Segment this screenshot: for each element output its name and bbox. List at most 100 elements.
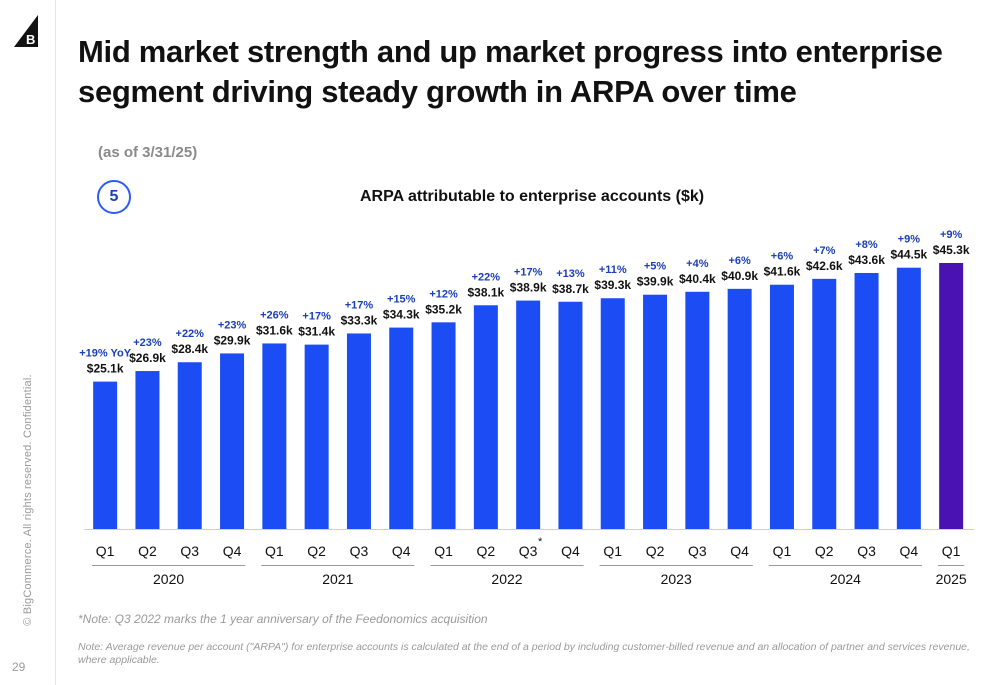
year-label: 2020 xyxy=(153,571,184,587)
asterisk-marker: * xyxy=(538,536,543,548)
data-label: $25.1k xyxy=(87,362,124,376)
bar xyxy=(769,284,794,529)
data-label: $43.6k xyxy=(848,253,885,267)
bigcommerce-logo: B xyxy=(14,15,38,47)
growth-label: +12% xyxy=(429,288,458,300)
growth-label: +9% xyxy=(940,229,963,241)
growth-label: +6% xyxy=(728,255,751,267)
bar xyxy=(262,343,287,529)
x-tick-label: Q3 xyxy=(688,543,707,559)
growth-label: +15% xyxy=(387,294,416,306)
bar xyxy=(600,298,625,529)
bar xyxy=(304,344,329,529)
data-label: $40.4k xyxy=(679,272,716,286)
x-tick-label: Q4 xyxy=(730,543,749,559)
data-label: $26.9k xyxy=(129,351,166,365)
bar xyxy=(135,371,160,529)
data-label: $38.1k xyxy=(467,285,504,299)
bar xyxy=(220,353,245,529)
growth-label: +22% xyxy=(472,271,501,283)
data-label: $38.9k xyxy=(510,281,547,295)
slide-title: Mid market strength and up market progre… xyxy=(78,34,943,109)
x-tick-label: Q4 xyxy=(561,543,580,559)
x-tick-label: Q4 xyxy=(900,543,919,559)
data-label: $39.9k xyxy=(637,275,674,289)
bar xyxy=(685,291,710,529)
data-label: $35.2k xyxy=(425,302,462,316)
growth-label: +6% xyxy=(771,251,794,263)
x-tick-label: Q2 xyxy=(477,543,496,559)
x-tick-label: Q3 xyxy=(857,543,876,559)
growth-label: +23% xyxy=(218,319,247,331)
growth-label: +17% xyxy=(514,267,543,279)
growth-label: +23% xyxy=(133,337,162,349)
x-tick-label: Q1 xyxy=(265,543,284,559)
data-label: $31.4k xyxy=(298,325,335,339)
data-label: $33.3k xyxy=(341,313,378,327)
data-label: $40.9k xyxy=(721,269,758,283)
growth-label: +13% xyxy=(556,268,585,280)
growth-label: +8% xyxy=(855,239,878,251)
x-tick-label: Q3 xyxy=(519,543,538,559)
chart-title: ARPA attributable to enterprise accounts… xyxy=(360,188,705,205)
growth-label: +17% xyxy=(345,299,374,311)
x-tick-label: Q3 xyxy=(350,543,369,559)
bar xyxy=(431,322,456,529)
x-tick-label: Q1 xyxy=(942,543,961,559)
year-label: 2024 xyxy=(830,571,861,587)
x-tick-label: Q2 xyxy=(138,543,157,559)
x-tick-label: Q4 xyxy=(392,543,411,559)
data-label: $28.4k xyxy=(171,342,208,356)
bar xyxy=(177,362,202,529)
x-tick-label: Q1 xyxy=(603,543,622,559)
arpa-bar-chart: $25.1k +19% YoY Q1 $26.9k +23% Q2 $28.4k +22% Q3… xyxy=(79,229,975,587)
growth-label: +7% xyxy=(813,245,836,257)
x-tick-label: Q1 xyxy=(96,543,115,559)
callout-number-badge: 5 xyxy=(97,180,131,214)
data-label: $29.9k xyxy=(214,333,251,347)
x-tick-label: Q1 xyxy=(434,543,453,559)
year-label: 2022 xyxy=(491,571,522,587)
bar xyxy=(854,272,879,529)
x-tick-label: Q3 xyxy=(180,543,199,559)
data-label: $42.6k xyxy=(806,259,843,273)
growth-label: +19% YoY xyxy=(79,348,132,360)
bar xyxy=(939,263,964,529)
bar xyxy=(812,278,837,529)
data-label: $44.5k xyxy=(890,248,927,262)
page-number: 29 xyxy=(12,660,26,674)
x-tick-label: Q2 xyxy=(646,543,665,559)
bar xyxy=(727,288,752,529)
data-label: $34.3k xyxy=(383,308,420,322)
footnote-feedonomics: *Note: Q3 2022 marks the 1 year annivers… xyxy=(78,612,488,626)
x-tick-label: Q2 xyxy=(307,543,326,559)
bar xyxy=(558,301,583,529)
x-tick-label: Q1 xyxy=(773,543,792,559)
bar xyxy=(643,294,668,529)
growth-label: +26% xyxy=(260,309,289,321)
bar xyxy=(389,327,414,529)
bar xyxy=(93,381,118,529)
growth-label: +17% xyxy=(302,311,331,323)
as-of-date: (as of 3/31/25) xyxy=(98,144,198,161)
growth-label: +5% xyxy=(644,261,667,273)
growth-label: +22% xyxy=(176,328,205,340)
sidebar: B © BigCommerce. All rights reserved. Co… xyxy=(0,0,56,685)
data-label: $38.7k xyxy=(552,282,589,296)
svg-text:B: B xyxy=(26,32,35,47)
x-tick-label: Q4 xyxy=(223,543,242,559)
growth-label: +11% xyxy=(599,264,627,276)
data-label: $31.6k xyxy=(256,323,293,337)
year-label: 2025 xyxy=(936,571,967,587)
year-label: 2021 xyxy=(322,571,353,587)
bar xyxy=(896,267,921,529)
bar xyxy=(516,300,541,529)
growth-label: +4% xyxy=(686,258,709,270)
data-label: $45.3k xyxy=(933,243,970,257)
footnote-arpa-definition: Note: Average revenue per account ("ARPA… xyxy=(78,641,970,666)
bar xyxy=(346,333,371,529)
bar xyxy=(473,305,498,529)
data-label: $39.3k xyxy=(594,278,631,292)
x-tick-label: Q2 xyxy=(815,543,834,559)
year-label: 2023 xyxy=(661,571,692,587)
